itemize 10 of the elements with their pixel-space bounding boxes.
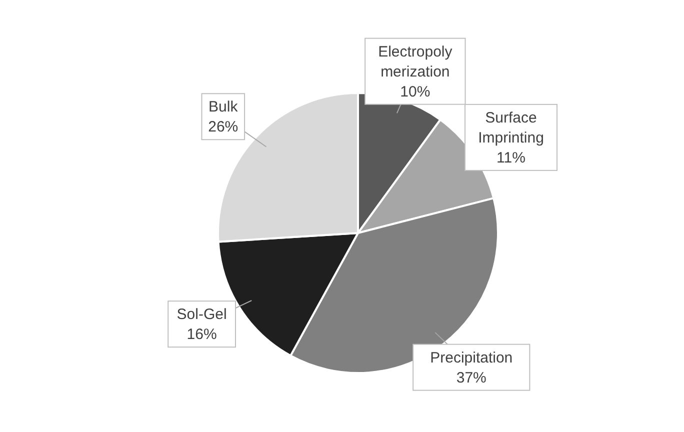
data-label: 37% [456,369,486,386]
slice-label: Surface Imprinting [478,109,544,146]
data-label: 26% [208,118,238,136]
data-label: 11% [496,149,526,166]
slice-label: Electropolymerization [378,43,453,80]
slice-label: Precipitation [430,349,513,366]
slice-label: Bulk [208,98,238,116]
data-label: 10% [400,83,430,100]
slice-label: Sol-Gel [176,306,227,324]
data-label: 16% [186,326,217,344]
